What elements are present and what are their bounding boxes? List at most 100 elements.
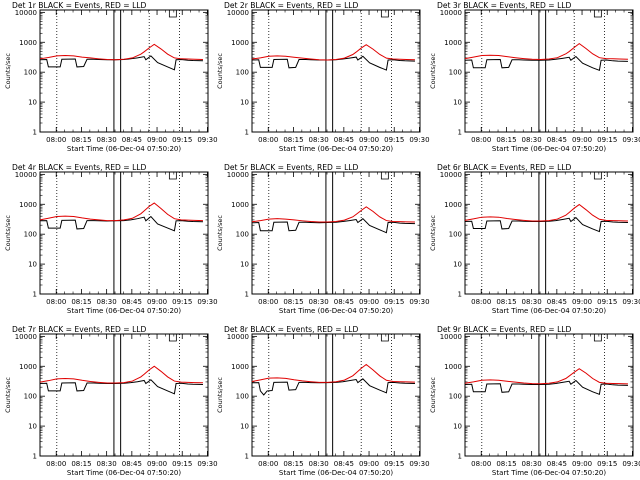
x-tick-label: 08:15 bbox=[496, 460, 516, 468]
series-line-events bbox=[464, 55, 628, 72]
x-tick-label: 08:15 bbox=[283, 298, 303, 306]
x-axis-label: Start Time (06-Dec-04 07:50:20) bbox=[279, 145, 393, 153]
y-axis-label: Counts/sec bbox=[216, 53, 224, 89]
panel-9: Det 9r BLACK = Events, RED = LLD 1 10 100 10… bbox=[429, 325, 640, 477]
x-tick-label: 08:30 bbox=[309, 136, 329, 144]
x-tick-label: 09:00 bbox=[359, 136, 379, 144]
y-tick-label: 10000 bbox=[227, 333, 249, 341]
x-tick-label: 08:00 bbox=[46, 298, 66, 306]
x-axis-label: Start Time (06-Dec-04 07:50:20) bbox=[492, 307, 606, 315]
y-tick-label: 1000 bbox=[19, 39, 37, 47]
y-tick-label: 1 bbox=[458, 453, 462, 461]
y-tick-label: 100 bbox=[24, 393, 37, 401]
y-tick-label: 1000 bbox=[444, 201, 462, 209]
x-tick-label: 09:15 bbox=[597, 136, 617, 144]
y-tick-label: 100 bbox=[449, 393, 462, 401]
x-tick-label: 08:45 bbox=[334, 460, 354, 468]
x-tick-label: 08:45 bbox=[122, 460, 142, 468]
x-tick-label: 09:15 bbox=[597, 460, 617, 468]
x-tick-label: 09:15 bbox=[384, 298, 404, 306]
flag-marker bbox=[593, 10, 602, 18]
plot-title: Det 1r BLACK = Events, RED = LLD bbox=[12, 1, 147, 10]
plot-title: Det 8r BLACK = Events, RED = LLD bbox=[224, 325, 359, 334]
y-tick-label: 10 bbox=[453, 99, 462, 107]
series-line-events bbox=[39, 215, 203, 232]
x-axis-label: Start Time (06-Dec-04 07:50:20) bbox=[67, 307, 181, 315]
y-tick-label: 100 bbox=[236, 231, 249, 239]
series-line-lld bbox=[464, 43, 628, 61]
y-tick-label: 100 bbox=[449, 231, 462, 239]
y-tick-label: 1000 bbox=[231, 363, 249, 371]
x-tick-label: 09:30 bbox=[197, 460, 217, 468]
series-line-lld bbox=[39, 365, 203, 384]
series-line-lld bbox=[464, 203, 628, 222]
panel-8: Det 8r BLACK = Events, RED = LLD 1 10 100 10… bbox=[216, 325, 430, 477]
x-tick-label: 08:00 bbox=[46, 460, 66, 468]
x-tick-label: 08:30 bbox=[97, 460, 117, 468]
series-line-lld bbox=[251, 44, 415, 61]
plot-frame bbox=[251, 9, 421, 133]
x-tick-label: 09:30 bbox=[409, 460, 429, 468]
y-tick-label: 1000 bbox=[444, 39, 462, 47]
panel-6: Det 6r BLACK = Events, RED = LLD 1 10 100 10… bbox=[429, 163, 640, 315]
x-tick-label: 08:15 bbox=[283, 460, 303, 468]
y-tick-label: 1 bbox=[458, 129, 462, 137]
x-tick-label: 09:00 bbox=[572, 298, 592, 306]
x-axis-label: Start Time (06-Dec-04 07:50:20) bbox=[492, 145, 606, 153]
y-tick-label: 10000 bbox=[15, 333, 37, 341]
y-tick-label: 1 bbox=[245, 453, 249, 461]
x-tick-label: 08:45 bbox=[547, 136, 567, 144]
y-tick-label: 100 bbox=[24, 231, 37, 239]
x-tick-label: 08:15 bbox=[496, 298, 516, 306]
panel-3: Det 3r BLACK = Events, RED = LLD 1 10 100 10… bbox=[429, 1, 640, 153]
y-axis-label: Counts/sec bbox=[429, 377, 437, 413]
x-tick-label: 09:00 bbox=[572, 460, 592, 468]
y-tick-label: 10000 bbox=[440, 171, 462, 179]
x-tick-label: 08:00 bbox=[258, 298, 278, 306]
x-tick-label: 09:00 bbox=[147, 298, 167, 306]
x-tick-label: 09:30 bbox=[622, 298, 640, 306]
y-axis-label: Counts/sec bbox=[216, 377, 224, 413]
panel-4: Det 4r BLACK = Events, RED = LLD 1 10 100 10… bbox=[4, 163, 218, 315]
plot-frame bbox=[39, 9, 209, 133]
plot-title: Det 7r BLACK = Events, RED = LLD bbox=[12, 325, 147, 334]
series-line-events bbox=[464, 216, 628, 233]
x-tick-label: 09:15 bbox=[172, 298, 192, 306]
plot-title: Det 4r BLACK = Events, RED = LLD bbox=[12, 163, 147, 172]
series-line-lld bbox=[39, 43, 203, 61]
flag-marker bbox=[380, 172, 389, 180]
x-tick-label: 09:15 bbox=[597, 298, 617, 306]
series-line-events bbox=[39, 379, 203, 395]
x-tick-label: 08:00 bbox=[258, 136, 278, 144]
y-tick-label: 10 bbox=[240, 99, 249, 107]
x-tick-label: 08:30 bbox=[97, 298, 117, 306]
y-tick-label: 10000 bbox=[227, 171, 249, 179]
plot-frame bbox=[39, 171, 209, 295]
y-tick-label: 1 bbox=[245, 291, 249, 299]
x-tick-label: 08:15 bbox=[71, 136, 91, 144]
y-axis-label: Counts/sec bbox=[4, 215, 12, 251]
x-axis-label: Start Time (06-Dec-04 07:50:20) bbox=[279, 469, 393, 477]
y-axis-label: Counts/sec bbox=[4, 53, 12, 89]
plot-frame bbox=[464, 333, 634, 457]
y-tick-label: 1000 bbox=[19, 201, 37, 209]
y-tick-label: 100 bbox=[24, 69, 37, 77]
series-line-events bbox=[464, 379, 628, 396]
panel-1: Det 1r BLACK = Events, RED = LLD 1 10 100 10… bbox=[4, 1, 218, 153]
x-tick-label: 09:15 bbox=[172, 460, 192, 468]
panel-2: Det 2r BLACK = Events, RED = LLD 1 10 100 10… bbox=[216, 1, 430, 153]
x-tick-label: 09:00 bbox=[359, 460, 379, 468]
plot-frame bbox=[464, 9, 634, 133]
y-tick-label: 10000 bbox=[440, 333, 462, 341]
x-axis-label: Start Time (06-Dec-04 07:50:20) bbox=[279, 307, 393, 315]
plot-title: Det 5r BLACK = Events, RED = LLD bbox=[224, 163, 359, 172]
flag-marker bbox=[168, 172, 177, 180]
x-tick-label: 08:00 bbox=[471, 298, 491, 306]
x-tick-label: 09:15 bbox=[172, 136, 192, 144]
x-tick-label: 09:00 bbox=[147, 136, 167, 144]
y-tick-label: 1000 bbox=[231, 201, 249, 209]
x-tick-label: 08:45 bbox=[334, 298, 354, 306]
plot-frame bbox=[464, 171, 634, 295]
